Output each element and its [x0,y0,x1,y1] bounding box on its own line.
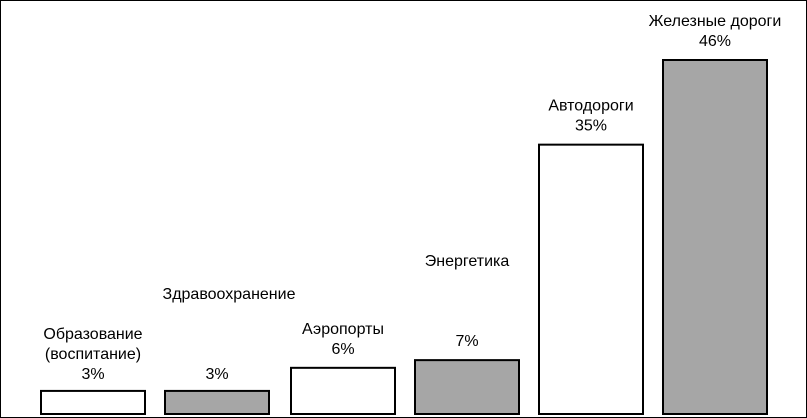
bar-5 [538,143,644,416]
value-label-4: 7% [455,333,478,350]
bar-4 [414,359,520,415]
category-label-1: Образование [43,326,142,343]
category-label-5: Автодороги [548,98,633,115]
bar-2 [164,389,270,416]
category-label-3: Аэропорты [302,321,384,338]
bar-3 [290,366,396,415]
value-label-1: 3% [81,366,104,383]
value-label-2: 3% [205,366,228,383]
value-label-6: 46% [699,33,731,50]
category-label-6: Железные дороги [649,13,782,30]
bar-6 [662,59,768,415]
category-label-1: (воспитание) [45,346,141,363]
category-label-2: Здравоохранение [163,286,296,303]
value-label-5: 35% [575,118,607,135]
value-label-3: 6% [331,341,354,358]
category-label-4: Энергетика [425,253,510,270]
bar-1 [40,389,146,416]
